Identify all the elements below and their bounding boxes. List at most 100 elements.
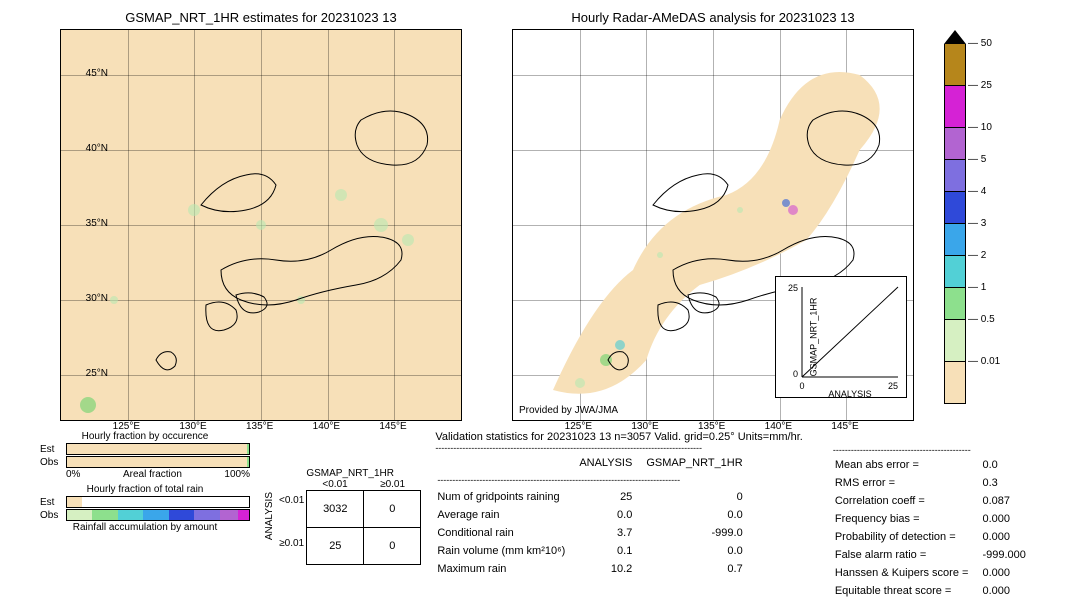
rain-seg bbox=[67, 497, 82, 507]
colorbar-seg bbox=[944, 128, 966, 160]
totalrain-row: Est bbox=[40, 496, 250, 508]
stats-metric-row: Correlation coeff =0.087 bbox=[835, 493, 1038, 509]
stats-title: Validation statistics for 20231023 13 n=… bbox=[435, 431, 803, 443]
colorbar-seg bbox=[944, 86, 966, 128]
xtick-label: 135°E bbox=[246, 421, 273, 432]
rain-seg bbox=[194, 510, 219, 520]
colorbar-label: — 25 bbox=[968, 80, 992, 91]
occurrence-bars: Est Obs bbox=[40, 443, 250, 468]
xtick-label: 145°E bbox=[379, 421, 406, 432]
stats-row: Num of gridpoints raining250 bbox=[437, 489, 754, 505]
occ-x-label: Areal fraction bbox=[80, 469, 224, 480]
occurrence-row-label: Obs bbox=[40, 457, 62, 468]
stats-left: Validation statistics for 20231023 13 n=… bbox=[435, 431, 803, 601]
stats-metric-row: Probability of detection =0.000 bbox=[835, 529, 1038, 545]
stats-dash2: ----------------------------------------… bbox=[833, 445, 1040, 455]
stats-row-b: 0.0 bbox=[646, 507, 754, 523]
svg-text:25: 25 bbox=[788, 283, 798, 293]
right-map-title: Hourly Radar-AMeDAS analysis for 2023102… bbox=[512, 10, 914, 25]
colorbar-seg bbox=[944, 320, 966, 362]
stats-metric-value: 0.087 bbox=[982, 493, 1037, 509]
stats-panel: Validation statistics for 20231023 13 n=… bbox=[435, 431, 1070, 601]
colorbar: — 50— 25— 10— 5— 4— 3— 2— 1— 0.5— 0.01 bbox=[944, 30, 966, 404]
totalrain-bar bbox=[66, 509, 250, 521]
ytick-label: 25°N bbox=[86, 368, 108, 379]
cont-01: 0 bbox=[364, 490, 421, 527]
stats-metric-row: RMS error =0.3 bbox=[835, 475, 1038, 491]
xtick-label: 125°E bbox=[113, 421, 140, 432]
stats-left-table: ANALYSISGSMAP_NRT_1HR-------------------… bbox=[435, 453, 756, 579]
svg-text:0: 0 bbox=[799, 381, 804, 391]
colorbar-label: — 2 bbox=[968, 250, 986, 261]
svg-text:0: 0 bbox=[793, 369, 798, 379]
map-attribution: Provided by JWA/JMA bbox=[519, 405, 618, 416]
stats-row-a: 10.2 bbox=[579, 561, 644, 577]
stats-metric-value: 0.000 bbox=[982, 565, 1037, 581]
cont-colh-1: ≥0.01 bbox=[366, 479, 420, 490]
stats-row-a: 0.0 bbox=[579, 507, 644, 523]
rain-seg bbox=[92, 510, 117, 520]
left-map-panel: GSMAP_NRT_1HR estimates for 20231023 13 … bbox=[60, 10, 462, 421]
occ-x-right: 100% bbox=[224, 469, 250, 480]
occurrence-row: Obs bbox=[40, 456, 250, 468]
rain-seg bbox=[118, 510, 143, 520]
colorbar-label: — 4 bbox=[968, 186, 986, 197]
colorbar-label: — 50 bbox=[968, 38, 992, 49]
left-map bbox=[60, 29, 462, 421]
stats-metric-value: 0.000 bbox=[982, 583, 1037, 599]
stats-row: Maximum rain10.20.7 bbox=[437, 561, 754, 577]
contingency-panel: ANALYSIS GSMAP_NRT_1HR <0.01 ≥0.01 <0.01… bbox=[264, 431, 421, 601]
xtick-label: 140°E bbox=[765, 421, 792, 432]
colorbar-label: — 0.5 bbox=[968, 314, 995, 325]
colorbar-label: — 10 bbox=[968, 122, 992, 133]
colorbar-seg bbox=[944, 44, 966, 86]
stats-metric-value: 0.0 bbox=[982, 457, 1037, 473]
xtick-label: 140°E bbox=[313, 421, 340, 432]
totalrain-row-label: Obs bbox=[40, 510, 62, 521]
rain-seg bbox=[238, 510, 249, 520]
occ-x-left: 0% bbox=[66, 469, 80, 480]
rain-seg bbox=[220, 510, 238, 520]
stats-metric-value: -999.000 bbox=[982, 547, 1037, 563]
stats-metric-label: Probability of detection = bbox=[835, 529, 981, 545]
colorbar-seg bbox=[944, 192, 966, 224]
stats-metric-row: False alarm ratio =-999.000 bbox=[835, 547, 1038, 563]
fraction-panel: Hourly fraction by occurence Est Obs 0% … bbox=[40, 431, 250, 601]
stats-row-label: Conditional rain bbox=[437, 525, 577, 541]
stats-row-b: 0.0 bbox=[646, 543, 754, 559]
contingency-table: 30320 250 bbox=[306, 490, 421, 565]
right-map: Provided by JWA/JMA 0 25 0 25 ANALYSIS G… bbox=[512, 29, 914, 421]
stats-metric-label: Hanssen & Kuipers score = bbox=[835, 565, 981, 581]
stats-row: Rain volume (mm km²10⁶)0.10.0 bbox=[437, 543, 754, 559]
cont-colh-0: <0.01 bbox=[308, 479, 362, 490]
stats-h2: GSMAP_NRT_1HR bbox=[646, 455, 754, 471]
colorbar-seg bbox=[944, 362, 966, 404]
stats-metric-value: 0.3 bbox=[982, 475, 1037, 491]
stats-row-a: 25 bbox=[579, 489, 644, 505]
stats-metric-row: Equitable threat score =0.000 bbox=[835, 583, 1038, 599]
occurrence-row-label: Est bbox=[40, 444, 62, 455]
stats-metric-label: Frequency bias = bbox=[835, 511, 981, 527]
svg-text:25: 25 bbox=[888, 381, 898, 391]
xtick-label: 125°E bbox=[565, 421, 592, 432]
colorbar-panel: — 50— 25— 10— 5— 4— 3— 2— 1— 0.5— 0.01 bbox=[944, 30, 966, 421]
ytick-label: 45°N bbox=[86, 68, 108, 79]
left-map-title: GSMAP_NRT_1HR estimates for 20231023 13 bbox=[60, 10, 462, 25]
stats-metric-label: Mean abs error = bbox=[835, 457, 981, 473]
colorbar-seg bbox=[944, 224, 966, 256]
cont-rowh-0: <0.01 bbox=[279, 495, 304, 506]
stats-row-a: 3.7 bbox=[579, 525, 644, 541]
cont-11: 0 bbox=[364, 527, 421, 564]
occurrence-row: Est bbox=[40, 443, 250, 455]
right-map-panel: Hourly Radar-AMeDAS analysis for 2023102… bbox=[512, 10, 914, 421]
stats-row-b: -999.0 bbox=[646, 525, 754, 541]
ytick-label: 30°N bbox=[86, 293, 108, 304]
colorbar-label: — 3 bbox=[968, 218, 986, 229]
stats-row: Conditional rain3.7-999.0 bbox=[437, 525, 754, 541]
stats-row-label: Num of gridpoints raining bbox=[437, 489, 577, 505]
contingency-coltitle: GSMAP_NRT_1HR bbox=[279, 468, 421, 479]
totalrain-row-label: Est bbox=[40, 497, 62, 508]
colorbar-seg bbox=[944, 160, 966, 192]
stats-row-label: Average rain bbox=[437, 507, 577, 523]
occurrence-title: Hourly fraction by occurence bbox=[40, 431, 250, 442]
